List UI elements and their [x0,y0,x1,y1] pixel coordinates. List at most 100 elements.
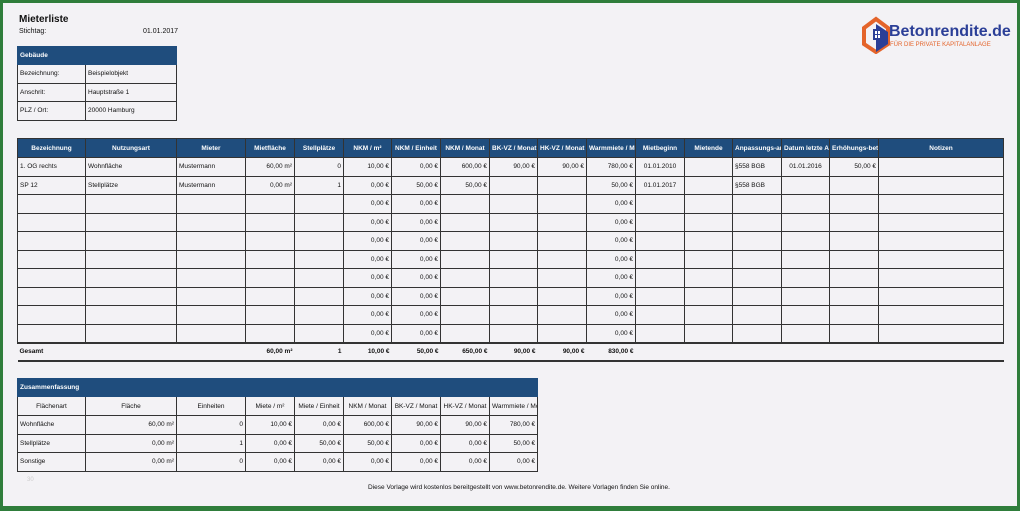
table-cell[interactable] [440,286,490,306]
table-cell[interactable]: 600,00 € [440,157,490,177]
table-cell[interactable]: §558 BGB [732,175,782,195]
table-cell[interactable]: Stellplätze [85,175,177,195]
table-cell[interactable] [781,175,830,195]
table-cell[interactable] [537,323,587,343]
table-cell[interactable] [245,323,295,343]
table-cell[interactable] [781,249,830,269]
table-cell[interactable] [489,305,538,325]
table-cell[interactable] [85,286,177,306]
table-cell[interactable] [176,323,246,343]
table-cell[interactable] [684,157,733,177]
table-cell[interactable] [829,231,879,251]
table-cell[interactable]: 0,00 € [586,323,636,343]
stichtag-value[interactable]: 01.01.2017 [143,28,179,35]
table-cell[interactable] [489,268,538,288]
table-cell[interactable] [878,231,1004,251]
table-cell[interactable]: 0,00 € [391,212,441,232]
table-cell[interactable]: 01.01.2017 [635,175,685,195]
table-cell[interactable] [781,323,830,343]
table-cell[interactable] [781,305,830,325]
table-cell[interactable] [537,212,587,232]
table-cell[interactable] [829,194,879,214]
table-cell[interactable] [684,286,733,306]
table-cell[interactable] [440,212,490,232]
table-cell[interactable]: Wohnfläche [85,157,177,177]
table-cell[interactable] [489,175,538,195]
table-cell[interactable] [85,249,177,269]
table-cell[interactable] [537,175,587,195]
table-cell[interactable] [85,231,177,251]
table-cell[interactable] [17,323,86,343]
table-cell[interactable]: Mustermann [176,157,246,177]
table-cell[interactable] [878,268,1004,288]
table-cell[interactable] [732,286,782,306]
building-value[interactable]: Beispielobjekt [85,64,177,84]
table-cell[interactable]: 0,00 € [343,286,392,306]
table-cell[interactable] [85,212,177,232]
table-cell[interactable]: 0,00 € [343,231,392,251]
table-cell[interactable] [489,286,538,306]
table-cell[interactable] [537,286,587,306]
table-cell[interactable] [732,249,782,269]
table-cell[interactable]: 10,00 € [343,157,392,177]
table-cell[interactable]: 0,00 € [586,249,636,269]
table-cell[interactable] [85,323,177,343]
table-cell[interactable] [684,249,733,269]
table-cell[interactable] [440,231,490,251]
table-cell[interactable]: 0,00 € [391,268,441,288]
table-cell[interactable] [684,231,733,251]
table-cell[interactable] [732,212,782,232]
table-cell[interactable] [17,194,86,214]
table-cell[interactable] [17,268,86,288]
table-cell[interactable] [635,323,685,343]
table-cell[interactable] [878,157,1004,177]
table-cell[interactable] [489,323,538,343]
table-cell[interactable] [440,323,490,343]
table-cell[interactable] [294,286,344,306]
table-cell[interactable]: 0,00 € [343,249,392,269]
table-cell[interactable]: 50,00 € [391,175,441,195]
table-cell[interactable] [732,231,782,251]
table-cell[interactable] [684,268,733,288]
table-cell[interactable] [829,286,879,306]
table-cell[interactable]: 0,00 € [586,286,636,306]
table-cell[interactable] [176,286,246,306]
table-cell[interactable] [635,286,685,306]
table-cell[interactable]: 0,00 € [586,212,636,232]
table-cell[interactable] [732,268,782,288]
table-cell[interactable] [878,175,1004,195]
table-cell[interactable]: 0,00 € [343,305,392,325]
table-cell[interactable] [684,194,733,214]
table-cell[interactable] [245,305,295,325]
table-cell[interactable] [684,305,733,325]
table-cell[interactable]: 01.01.2010 [635,157,685,177]
table-cell[interactable] [829,323,879,343]
table-cell[interactable] [878,323,1004,343]
table-cell[interactable] [684,323,733,343]
table-cell[interactable]: 1. OG rechts [17,157,86,177]
table-cell[interactable] [781,231,830,251]
table-cell[interactable] [489,249,538,269]
table-cell[interactable] [537,249,587,269]
table-cell[interactable] [635,305,685,325]
table-cell[interactable]: 01.01.2016 [781,157,830,177]
table-cell[interactable] [176,305,246,325]
table-cell[interactable]: 0 [294,157,344,177]
table-cell[interactable]: 0,00 € [391,157,441,177]
table-cell[interactable] [635,249,685,269]
table-cell[interactable] [294,249,344,269]
table-cell[interactable]: 0,00 € [391,323,441,343]
table-cell[interactable] [829,268,879,288]
table-cell[interactable] [440,268,490,288]
table-cell[interactable] [829,175,879,195]
table-cell[interactable]: 90,00 € [537,157,587,177]
table-cell[interactable] [635,194,685,214]
table-cell[interactable] [294,323,344,343]
table-cell[interactable] [440,305,490,325]
table-cell[interactable]: 50,00 € [829,157,879,177]
table-cell[interactable] [732,305,782,325]
table-cell[interactable] [245,249,295,269]
table-cell[interactable] [17,249,86,269]
table-cell[interactable] [294,212,344,232]
table-cell[interactable] [537,268,587,288]
